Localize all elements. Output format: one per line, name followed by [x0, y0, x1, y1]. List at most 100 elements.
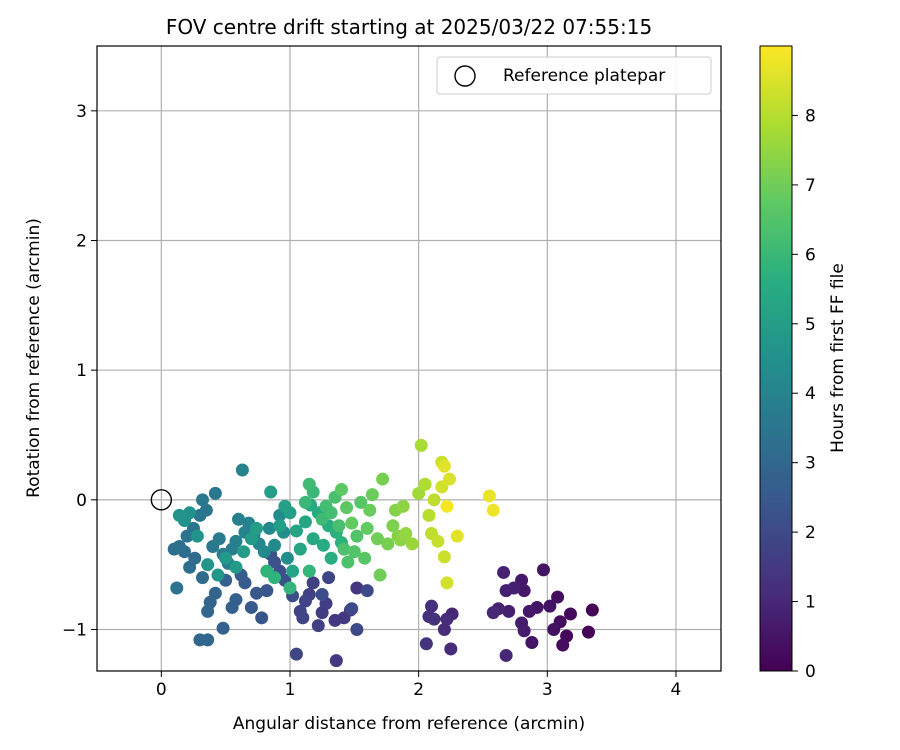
legend-entry-reference-platepar: Reference platepar: [503, 66, 665, 86]
data-point: [302, 477, 316, 491]
data-point: [427, 612, 441, 626]
data-point: [208, 486, 222, 500]
data-point: [354, 495, 368, 509]
data-point: [235, 463, 249, 477]
data-point: [337, 542, 351, 556]
data-point: [183, 560, 197, 574]
data-point: [499, 584, 513, 598]
data-point: [237, 545, 251, 559]
data-point: [341, 555, 355, 569]
data-point: [551, 590, 565, 604]
data-point: [536, 563, 550, 577]
y-tick-label: 2: [76, 232, 87, 252]
data-point: [370, 532, 384, 546]
x-axis-ticks: 0 1 2 3 4: [156, 671, 681, 700]
data-point: [298, 594, 312, 608]
data-point: [306, 576, 320, 590]
colorbar: 0 1 2 3 4 5 6 7 8 Hours from first FF file: [759, 45, 848, 682]
data-point: [350, 581, 364, 595]
data-point: [232, 512, 246, 526]
data-point: [201, 558, 215, 572]
data-point: [212, 532, 226, 546]
chart-title: FOV centre drift starting at 2025/03/22 …: [166, 15, 652, 39]
colorbar-tick-label: 6: [805, 245, 816, 265]
data-point: [315, 606, 329, 620]
data-point: [517, 624, 531, 638]
data-point: [522, 604, 536, 618]
data-point: [196, 571, 210, 585]
data-point: [405, 537, 419, 551]
data-point: [289, 647, 303, 661]
data-point: [262, 521, 276, 535]
data-point: [260, 584, 274, 598]
data-point: [440, 499, 454, 513]
data-point: [332, 519, 346, 533]
data-point: [440, 612, 454, 626]
colorbar-label: Hours from first FF file: [828, 263, 848, 453]
data-point: [502, 604, 516, 618]
data-point: [350, 529, 364, 543]
data-point: [324, 506, 338, 520]
y-tick-label: 3: [76, 102, 87, 122]
data-point: [450, 529, 464, 543]
data-point: [296, 611, 310, 625]
x-tick-label: 4: [671, 680, 682, 700]
data-point: [302, 564, 316, 578]
data-point: [324, 551, 338, 565]
y-axis-ticks: −1 0 1 2 3: [62, 102, 97, 641]
colorbar-gradient: [759, 45, 793, 672]
data-point: [167, 542, 181, 556]
data-point: [543, 599, 557, 613]
data-point: [250, 521, 264, 535]
data-point: [486, 606, 500, 620]
colorbar-tick-label: 3: [805, 454, 816, 474]
y-axis-label: Rotation from reference (arcmin): [24, 218, 44, 498]
data-point: [298, 515, 312, 529]
data-point: [225, 600, 239, 614]
data-point: [289, 524, 303, 538]
data-point: [229, 534, 243, 548]
data-point: [556, 638, 570, 652]
data-point: [437, 459, 451, 473]
x-tick-label: 1: [285, 680, 296, 700]
data-point: [444, 642, 458, 656]
data-point: [311, 619, 325, 633]
data-point: [316, 538, 330, 552]
x-tick-label: 0: [156, 680, 167, 700]
data-point: [345, 516, 359, 530]
data-point: [422, 508, 436, 522]
data-point: [443, 472, 457, 486]
y-tick-label: 0: [76, 491, 87, 511]
data-point: [219, 551, 233, 565]
data-point: [486, 503, 500, 517]
colorbar-tick-label: 1: [805, 593, 816, 613]
data-point: [419, 637, 433, 651]
data-point: [229, 560, 243, 574]
data-point: [286, 564, 300, 578]
data-point: [255, 611, 269, 625]
data-point: [250, 586, 264, 600]
data-point: [273, 519, 287, 533]
grid-lines: [97, 46, 721, 671]
data-point: [517, 584, 531, 598]
colorbar-tick-label: 0: [805, 662, 816, 682]
data-point: [414, 438, 428, 452]
data-point: [172, 508, 186, 522]
data-point: [260, 564, 274, 578]
data-point: [257, 545, 271, 559]
data-point: [376, 472, 390, 486]
data-point: [201, 633, 215, 647]
data-point: [201, 604, 215, 618]
data-point: [363, 503, 377, 517]
data-point: [293, 542, 307, 556]
plot-frame: [96, 45, 722, 672]
data-point: [264, 485, 278, 499]
data-point: [196, 493, 210, 507]
data-point: [360, 584, 374, 598]
data-point: [547, 623, 561, 637]
data-point: [386, 519, 400, 533]
data-point: [244, 600, 258, 614]
data-point: [329, 654, 343, 668]
legend-marker-reference: [454, 65, 476, 87]
